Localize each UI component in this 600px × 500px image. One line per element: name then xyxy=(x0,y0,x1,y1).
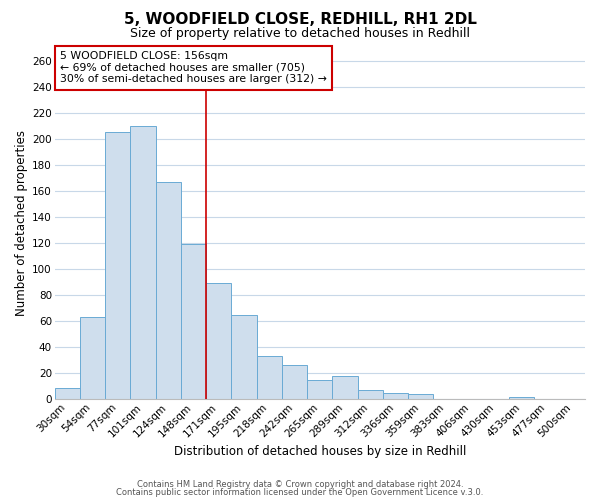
Bar xyxy=(206,284,232,400)
Bar xyxy=(130,126,156,400)
Y-axis label: Number of detached properties: Number of detached properties xyxy=(15,130,28,316)
Bar xyxy=(55,388,80,400)
Text: Contains public sector information licensed under the Open Government Licence v.: Contains public sector information licen… xyxy=(116,488,484,497)
Bar xyxy=(181,244,206,400)
Bar xyxy=(232,314,257,400)
Text: Size of property relative to detached houses in Redhill: Size of property relative to detached ho… xyxy=(130,28,470,40)
Bar xyxy=(257,356,282,400)
Bar xyxy=(156,182,181,400)
Bar xyxy=(383,393,408,400)
Text: 5 WOODFIELD CLOSE: 156sqm
← 69% of detached houses are smaller (705)
30% of semi: 5 WOODFIELD CLOSE: 156sqm ← 69% of detac… xyxy=(60,51,327,84)
Bar xyxy=(307,380,332,400)
Bar xyxy=(105,132,130,400)
Text: Contains HM Land Registry data © Crown copyright and database right 2024.: Contains HM Land Registry data © Crown c… xyxy=(137,480,463,489)
X-axis label: Distribution of detached houses by size in Redhill: Distribution of detached houses by size … xyxy=(173,444,466,458)
Bar xyxy=(80,317,105,400)
Bar xyxy=(509,396,535,400)
Text: 5, WOODFIELD CLOSE, REDHILL, RH1 2DL: 5, WOODFIELD CLOSE, REDHILL, RH1 2DL xyxy=(124,12,476,28)
Bar xyxy=(408,394,433,400)
Bar xyxy=(332,376,358,400)
Bar xyxy=(358,390,383,400)
Bar xyxy=(282,366,307,400)
